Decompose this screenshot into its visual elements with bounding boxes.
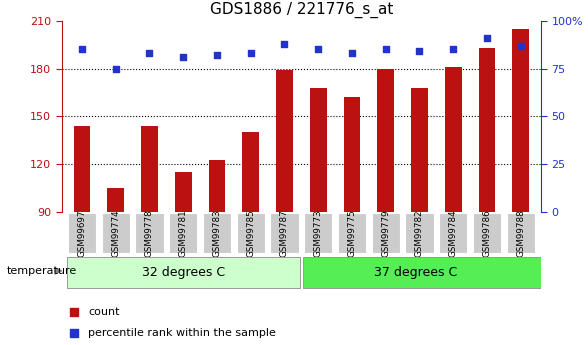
Point — [348, 50, 357, 56]
Point — [69, 310, 78, 315]
Text: 32 degrees C: 32 degrees C — [142, 266, 225, 279]
Point — [111, 66, 121, 71]
FancyBboxPatch shape — [135, 213, 163, 253]
FancyBboxPatch shape — [303, 257, 543, 288]
Text: GSM99788: GSM99788 — [516, 209, 525, 257]
FancyBboxPatch shape — [506, 213, 535, 253]
FancyBboxPatch shape — [338, 213, 366, 253]
Text: GSM99775: GSM99775 — [348, 209, 356, 257]
Text: GSM99787: GSM99787 — [280, 209, 289, 257]
Text: GSM99786: GSM99786 — [483, 209, 492, 257]
Text: GSM99781: GSM99781 — [179, 209, 188, 257]
Text: GSM99778: GSM99778 — [145, 209, 154, 257]
Bar — [141, 126, 158, 212]
Text: GSM99779: GSM99779 — [381, 209, 390, 257]
Point — [313, 47, 323, 52]
Bar — [445, 67, 462, 212]
Text: GSM99783: GSM99783 — [212, 209, 222, 257]
Text: count: count — [88, 307, 119, 317]
Bar — [377, 69, 394, 212]
FancyBboxPatch shape — [439, 213, 467, 253]
Point — [212, 52, 222, 58]
Bar — [175, 172, 192, 212]
Bar — [74, 126, 91, 212]
FancyBboxPatch shape — [67, 257, 300, 288]
FancyBboxPatch shape — [203, 213, 231, 253]
Text: GSM99782: GSM99782 — [415, 209, 424, 257]
Bar — [512, 29, 529, 212]
Point — [145, 50, 154, 56]
FancyBboxPatch shape — [304, 213, 332, 253]
Point — [69, 330, 78, 335]
Bar — [479, 48, 496, 212]
FancyBboxPatch shape — [372, 213, 400, 253]
Text: GSM99697: GSM99697 — [78, 209, 86, 257]
Point — [415, 49, 424, 54]
Bar — [242, 132, 259, 212]
Bar — [276, 70, 293, 212]
FancyBboxPatch shape — [68, 213, 96, 253]
Text: temperature: temperature — [7, 266, 77, 276]
FancyBboxPatch shape — [473, 213, 501, 253]
Point — [280, 41, 289, 47]
Text: GSM99785: GSM99785 — [246, 209, 255, 257]
Bar — [310, 88, 327, 212]
FancyBboxPatch shape — [270, 213, 299, 253]
FancyBboxPatch shape — [102, 213, 130, 253]
Point — [77, 47, 86, 52]
Bar — [107, 188, 124, 212]
Text: 37 degrees C: 37 degrees C — [375, 266, 457, 279]
Bar — [343, 97, 360, 212]
Text: GSM99774: GSM99774 — [111, 209, 120, 257]
Point — [381, 47, 390, 52]
Point — [449, 47, 458, 52]
Text: GSM99784: GSM99784 — [449, 209, 457, 257]
Text: percentile rank within the sample: percentile rank within the sample — [88, 328, 276, 337]
FancyBboxPatch shape — [169, 213, 198, 253]
Point — [246, 50, 255, 56]
Point — [179, 54, 188, 60]
Bar — [411, 88, 428, 212]
Title: GDS1886 / 221776_s_at: GDS1886 / 221776_s_at — [210, 2, 393, 18]
Point — [482, 35, 492, 41]
Text: GSM99773: GSM99773 — [314, 209, 323, 257]
FancyBboxPatch shape — [236, 213, 265, 253]
Bar — [209, 159, 225, 212]
Point — [516, 43, 526, 48]
FancyBboxPatch shape — [405, 213, 433, 253]
